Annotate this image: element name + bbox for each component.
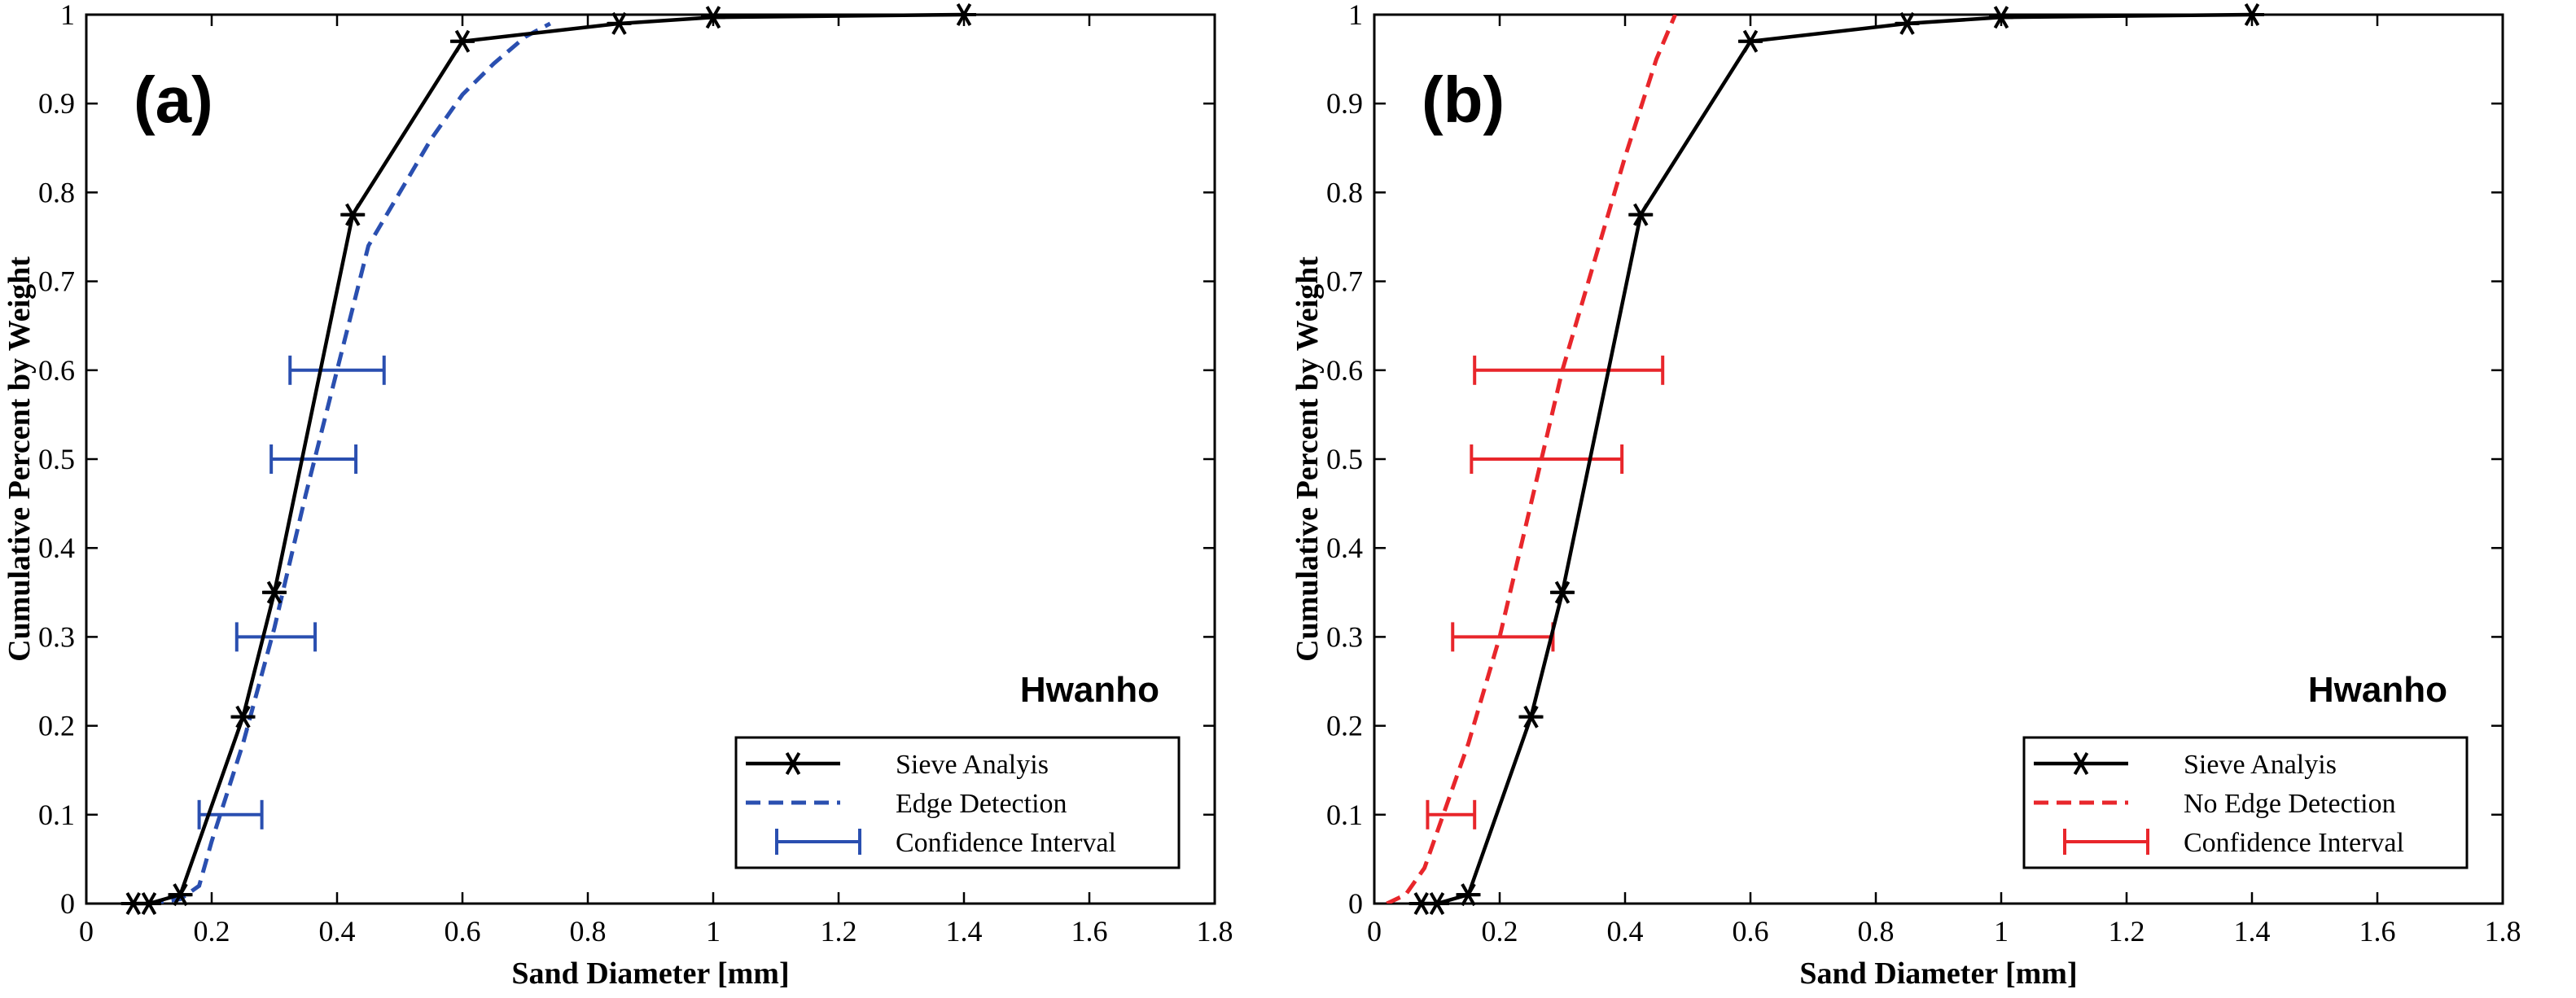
x-tick-label: 0.4	[319, 915, 356, 948]
y-tick-label: 0.7	[1326, 265, 1363, 298]
chart-b-svg: 0 0.2 0.4 0.6 0.8 1 1.2 1.4 1.6 1.8 0 0.1 0.2 0.3 0.4 0…	[1290, 0, 2521, 991]
legend-estimate-label: Edge Detection	[896, 789, 1067, 819]
y-tick-label: 0.5	[38, 443, 75, 475]
legend-sieve-label: Sieve Analyis	[896, 750, 1049, 780]
x-axis-title: Sand Diameter [mm]	[1799, 956, 2077, 991]
estimate-series-line	[1386, 15, 1677, 904]
y-tick-label: 0.1	[1326, 799, 1363, 831]
sieve-data-point	[450, 29, 475, 53]
sieve-data-point	[168, 883, 193, 907]
legend-box	[2022, 736, 2469, 869]
y-tick-label: 0.2	[1326, 710, 1363, 742]
y-tick-label: 0.1	[38, 799, 75, 831]
x-tick-label: 1.6	[1071, 915, 1108, 948]
x-tick-label: 1	[1994, 915, 2009, 948]
y-tick-label: 0.2	[38, 710, 75, 742]
legend-sieve-label: Sieve Analyis	[2184, 750, 2337, 780]
estimate-series-line	[148, 21, 551, 904]
y-tick-label: 0.6	[1326, 354, 1363, 387]
x-tick-label: 0.8	[570, 915, 607, 948]
legend-interval-label: Confidence Interval	[2184, 828, 2404, 858]
x-tick-label: 0	[79, 915, 94, 948]
x-tick-label: 0.2	[194, 915, 230, 948]
x-tick-label: 0.6	[445, 915, 481, 948]
y-tick-label: 0.8	[38, 176, 75, 208]
sieve-data-point	[137, 892, 161, 915]
y-tick-label: 0	[60, 887, 75, 920]
legend-sieve-marker	[781, 752, 805, 775]
x-tick-label: 1.4	[2234, 915, 2271, 948]
y-tick-label: 0.3	[1326, 620, 1363, 653]
sieve-data-point	[607, 11, 632, 35]
x-tick-label: 0.2	[1482, 915, 1518, 948]
y-tick-label: 0.8	[1326, 176, 1363, 208]
y-axis-title: Cumulative Percent by Weight	[1290, 256, 1325, 662]
x-tick-label: 1.2	[2109, 915, 2145, 948]
y-tick-label: 0.9	[1326, 87, 1363, 120]
legend-box	[734, 736, 1181, 869]
y-tick-label: 1	[1348, 0, 1363, 31]
chart-a-svg: 0 0.2 0.4 0.6 0.8 1 1.2 1.4 1.6 1.8 0 0.1 0.2 0.3 0.4 0…	[2, 0, 1233, 991]
x-tick-label: 0	[1367, 915, 1382, 948]
sieve-series-line	[1421, 12, 2253, 906]
site-annotation: Hwanho	[2308, 670, 2447, 710]
y-tick-label: 0.4	[1326, 532, 1363, 564]
y-axis-title: Cumulative Percent by Weight	[2, 256, 37, 662]
x-tick-label: 1.8	[2485, 915, 2521, 948]
y-tick-label: 0.7	[38, 265, 75, 298]
y-tick-label: 0.9	[38, 87, 75, 120]
sieve-data-point	[1628, 203, 1654, 226]
sieve-data-point	[701, 6, 725, 29]
x-tick-label: 1.2	[821, 915, 857, 948]
site-annotation: Hwanho	[1020, 670, 1159, 710]
x-tick-label: 1.4	[946, 915, 983, 948]
legend-interval-label: Confidence Interval	[896, 828, 1116, 858]
y-tick-label: 1	[60, 0, 75, 31]
sieve-data-point	[1738, 29, 1763, 53]
y-tick-label: 0.4	[38, 532, 75, 564]
sieve-data-point	[1456, 883, 1481, 907]
chart-panel-a: 0 0.2 0.4 0.6 0.8 1 1.2 1.4 1.6 1.8 0 0.1 0.2 0.3 0.4 0…	[2, 0, 1233, 991]
panel-label: (a)	[134, 63, 213, 136]
sieve-data-point	[230, 705, 256, 729]
y-tick-label: 0.5	[1326, 443, 1363, 475]
legend-estimate-label: No Edge Detection	[2184, 789, 2396, 819]
sieve-data-point	[1550, 580, 1575, 604]
sieve-data-point	[340, 203, 366, 226]
x-tick-label: 0.6	[1733, 915, 1769, 948]
legend-sieve-marker	[2069, 752, 2093, 775]
x-tick-label: 1.8	[1197, 915, 1233, 948]
sieve-data-point	[1518, 705, 1544, 729]
sieve-data-point	[262, 580, 287, 604]
x-tick-label: 0.8	[1858, 915, 1895, 948]
sieve-data-point	[1895, 11, 1920, 35]
chart-panel-b: 0 0.2 0.4 0.6 0.8 1 1.2 1.4 1.6 1.8 0 0.1 0.2 0.3 0.4 0…	[1288, 0, 2576, 998]
y-tick-label: 0	[1348, 887, 1363, 920]
y-tick-label: 0.6	[38, 354, 75, 387]
x-tick-label: 1	[706, 915, 721, 948]
y-tick-label: 0.3	[38, 620, 75, 653]
x-tick-label: 0.4	[1607, 915, 1644, 948]
x-axis-title: Sand Diameter [mm]	[511, 956, 789, 991]
sieve-data-point	[2240, 3, 2264, 26]
x-tick-label: 1.6	[2359, 915, 2396, 948]
sieve-data-point	[1425, 892, 1449, 915]
panel-label: (b)	[1422, 63, 1505, 136]
sieve-data-point	[1989, 6, 2013, 29]
sieve-series-line	[133, 12, 965, 906]
sieve-data-point	[952, 3, 976, 26]
